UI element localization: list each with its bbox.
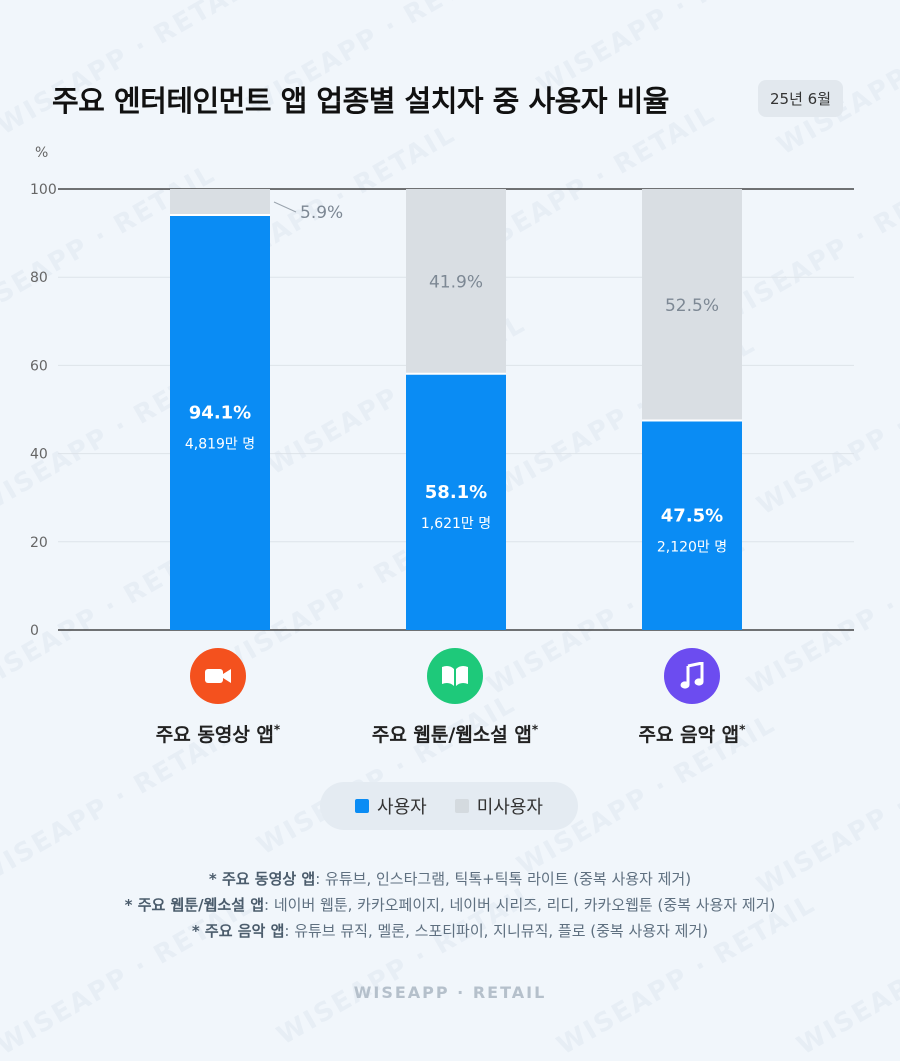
y-tick-label: 40 <box>30 447 48 463</box>
legend-item-unused: 미사용자 <box>454 793 543 819</box>
data-sublabel-used: 2,120만 명 <box>657 539 727 555</box>
chart-title: 주요 엔터테인먼트 앱 업종별 설치자 중 사용자 비율 <box>52 84 669 118</box>
footnote-body: : 유튜브 뮤직, 멜론, 스포티파이, 지니뮤직, 플로 (중복 사용자 제거… <box>284 922 709 940</box>
legend-swatch-used <box>355 799 370 813</box>
open-book-icon <box>427 648 483 704</box>
leader-line <box>273 201 297 213</box>
y-tick-label: 60 <box>30 358 48 374</box>
footnote-head: * 주요 웹툰/웹소설 앱 <box>124 896 265 914</box>
category-label-video: 주요 동영상 앱 <box>155 724 274 746</box>
footnote-video: * 주요 동영상 앱: 유튜브, 인스타그램, 틱톡+틱톡 라이트 (중복 사용… <box>0 866 900 892</box>
bar-unused <box>642 189 742 421</box>
date-badge: 25년 6월 <box>758 80 843 117</box>
y-tick-label: 80 <box>30 270 48 286</box>
legend: 사용자 미사용자 <box>320 782 578 830</box>
category-webtoon: 주요 웹툰/웹소설 앱* <box>335 648 575 747</box>
y-tick-label: 100 <box>30 182 57 198</box>
category-label-webtoon: 주요 웹툰/웹소설 앱 <box>371 724 532 746</box>
category-music: 주요 음악 앱* <box>572 648 812 747</box>
footer-brand: WISEAPP · RETAIL <box>353 983 547 1002</box>
data-sublabel-used: 1,621만 명 <box>421 516 491 532</box>
legend-label-unused: 미사용자 <box>476 797 543 818</box>
bar-used <box>406 373 506 630</box>
footnote-body: : 유튜브, 인스타그램, 틱톡+틱톡 라이트 (중복 사용자 제거) <box>315 870 692 888</box>
legend-swatch-unused <box>454 799 469 813</box>
bar-unused <box>170 189 270 216</box>
data-label-unused: 5.9% <box>300 203 343 223</box>
y-axis-unit: % <box>35 145 49 161</box>
data-label-unused: 41.9% <box>429 272 483 292</box>
legend-item-used: 사용자 <box>355 793 427 819</box>
stacked-bar-chart: 0 20 40 60 80 100 94.1% 4,819만 명 5.9% 58.1% 1,621만… <box>30 182 854 639</box>
footnote-body: : 네이버 웹툰, 카카오페이지, 네이버 시리즈, 리디, 카카오웹툰 (중복… <box>264 896 776 914</box>
data-label-used: 47.5% <box>661 505 723 526</box>
category-video: 주요 동영상 앱* <box>98 648 338 747</box>
footnote-head: * 주요 음악 앱 <box>191 922 285 940</box>
footnote-head: * 주요 동영상 앱 <box>208 870 316 888</box>
data-label-unused: 52.5% <box>665 296 719 316</box>
music-note-icon <box>664 648 720 704</box>
bar-unused <box>406 189 506 374</box>
video-camera-icon <box>190 648 246 704</box>
footnote-webtoon: * 주요 웹툰/웹소설 앱: 네이버 웹툰, 카카오페이지, 네이버 시리즈, … <box>0 892 900 918</box>
y-tick-label: 20 <box>30 535 48 551</box>
data-sublabel-used: 4,819만 명 <box>185 437 255 453</box>
legend-label-used: 사용자 <box>377 797 427 818</box>
y-tick-label: 0 <box>30 623 39 639</box>
bar-used <box>642 420 742 630</box>
title-row: 주요 엔터테인먼트 앱 업종별 설치자 중 사용자 비율 25년 6월 <box>0 78 900 122</box>
footnote-music: * 주요 음악 앱: 유튜브 뮤직, 멜론, 스포티파이, 지니뮤직, 플로 (… <box>0 918 900 944</box>
footnotes: * 주요 동영상 앱: 유튜브, 인스타그램, 틱톡+틱톡 라이트 (중복 사용… <box>0 866 900 944</box>
category-label-music: 주요 음악 앱 <box>638 724 740 746</box>
data-label-used: 94.1% <box>189 403 251 424</box>
bar-used <box>170 215 270 631</box>
data-label-used: 58.1% <box>425 482 487 503</box>
